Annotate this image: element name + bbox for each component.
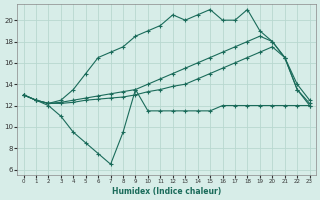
X-axis label: Humidex (Indice chaleur): Humidex (Indice chaleur) [112, 187, 221, 196]
